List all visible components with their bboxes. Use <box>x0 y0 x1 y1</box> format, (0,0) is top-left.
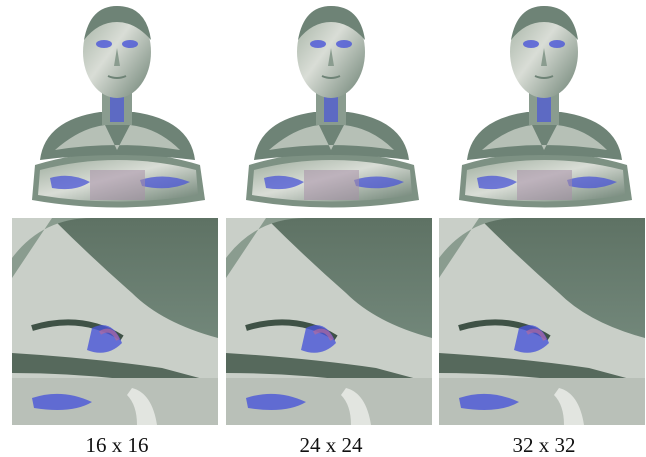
panel: 24 x 24 <box>226 6 432 457</box>
figure: 16 x 16 24 x 24 32 x 32 <box>0 0 646 457</box>
bust-render <box>246 6 419 208</box>
page: {"figure": {"panels": [{"caption": "16 x… <box>0 0 646 457</box>
caption: 16 x 16 <box>86 433 149 457</box>
caption: 32 x 32 <box>513 433 576 457</box>
panel: 32 x 32 <box>439 6 645 457</box>
bust-render <box>32 6 205 208</box>
zoom-render <box>439 218 645 425</box>
panel: 16 x 16 <box>12 6 218 457</box>
caption: 24 x 24 <box>300 433 364 457</box>
zoom-render <box>226 218 432 425</box>
zoom-render <box>12 218 218 425</box>
bust-render <box>459 6 632 208</box>
